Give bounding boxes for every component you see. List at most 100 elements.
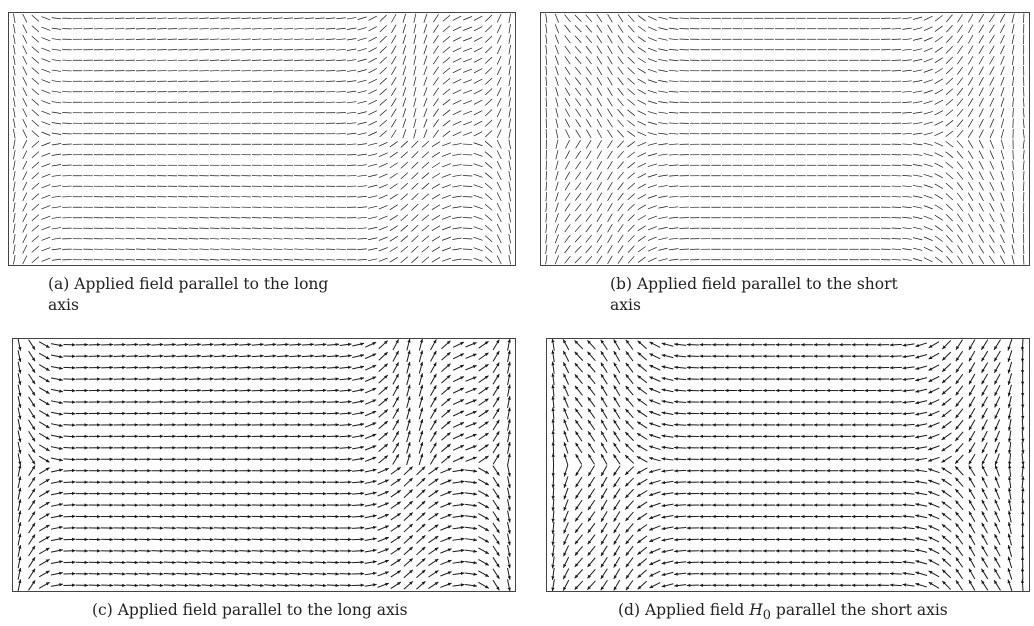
field-arrowhead [864, 446, 867, 449]
field-arrow [617, 130, 623, 137]
field-arrowhead [85, 526, 88, 529]
field-arrow [284, 18, 293, 19]
field-arrow [411, 225, 418, 231]
field-arrow [390, 184, 398, 189]
field-arrowhead [122, 481, 125, 484]
field-arrow [555, 35, 558, 44]
field-arrow [380, 15, 387, 22]
field-arrow [597, 77, 602, 85]
field-arrowhead [18, 450, 21, 454]
field-arrowhead [135, 481, 138, 484]
field-arrowhead [248, 354, 252, 357]
field-arrow [422, 246, 429, 252]
field-arrowhead [210, 458, 213, 461]
field-arrow [52, 102, 61, 103]
field-arrow [23, 98, 27, 107]
field-arrow [924, 153, 933, 156]
field-arrowhead [712, 355, 715, 358]
field-arrow [628, 25, 634, 32]
field-arrow [586, 119, 591, 127]
field-arrow [1012, 77, 1013, 86]
field-arrow [509, 234, 511, 243]
field-arrow [336, 102, 345, 103]
field-arrow [32, 99, 39, 105]
field-arrow [597, 46, 602, 54]
field-arrow [509, 255, 511, 264]
field-arrowhead [890, 458, 894, 461]
field-arrow [358, 27, 367, 30]
field-arrow [485, 46, 492, 53]
field-arrow [41, 69, 50, 72]
field-arrow [957, 46, 962, 54]
field-arrowhead [97, 389, 101, 392]
field-arrowhead [788, 366, 791, 369]
field-arrowhead [122, 515, 126, 518]
field-arrowhead [336, 446, 340, 449]
field-arrow [347, 28, 356, 30]
field-arrowhead [508, 350, 511, 354]
field-arrowhead [147, 549, 151, 552]
field-arrow [924, 237, 933, 241]
field-arrow [618, 193, 624, 201]
field-arrowhead [122, 561, 126, 564]
field-arrowhead [198, 469, 201, 472]
field-arrow [315, 39, 324, 40]
field-arrowhead [248, 526, 252, 529]
field-arrowhead [110, 446, 113, 449]
field-arrow [347, 39, 356, 41]
field-arrowhead [335, 400, 339, 403]
field-arrow [648, 101, 657, 104]
field-arrowhead [197, 584, 201, 587]
field-arrow [32, 162, 39, 168]
field-arrowhead [801, 469, 804, 472]
field-arrow [210, 238, 219, 239]
field-arrowhead [814, 435, 817, 438]
field-arrow [913, 59, 922, 61]
field-arrow [380, 68, 387, 74]
field-arrow [957, 109, 963, 116]
field-arrow [979, 256, 984, 264]
field-arrowhead [839, 343, 842, 346]
field-arrowhead [147, 389, 151, 392]
field-arrow [1013, 98, 1014, 107]
field-arrowhead [18, 522, 21, 526]
field-arrow [474, 48, 482, 52]
field-arrow [638, 79, 646, 84]
field-arrow [902, 175, 911, 176]
field-arrow [1012, 213, 1014, 222]
field-arrowhead [110, 377, 114, 380]
field-arrow [586, 56, 592, 64]
field-arrow [401, 183, 408, 189]
field-arrowhead [197, 354, 201, 357]
field-arrowhead [248, 366, 252, 369]
field-arrowhead [172, 400, 176, 403]
field-arrowhead [373, 469, 377, 472]
field-arrow [638, 37, 646, 42]
field-arrow [597, 214, 602, 222]
field-arrowhead [323, 366, 327, 369]
field-arrow [403, 45, 406, 54]
field-arrow [990, 193, 994, 201]
field-arrowhead [18, 476, 21, 480]
field-arrow [628, 194, 635, 200]
field-arrowhead [890, 446, 894, 449]
field-arrow [902, 60, 911, 61]
field-arrow [497, 203, 501, 211]
field-arrowhead [877, 458, 880, 461]
field-arrow [442, 153, 451, 156]
field-arrow [935, 174, 943, 178]
field-arrow [424, 108, 427, 117]
field-arrow [586, 15, 592, 22]
field-arrow [380, 99, 387, 105]
field-arrowhead [864, 469, 867, 472]
field-arrowhead [110, 458, 113, 461]
field-arrow [669, 228, 678, 229]
field-arrow [424, 77, 427, 86]
field-arrowhead [738, 458, 741, 461]
field-arrow [892, 249, 901, 250]
field-arrow [638, 153, 647, 157]
field-arrowhead [135, 377, 139, 380]
field-arrow [968, 88, 973, 96]
field-arrow [618, 172, 624, 179]
field-arrow [565, 140, 569, 148]
